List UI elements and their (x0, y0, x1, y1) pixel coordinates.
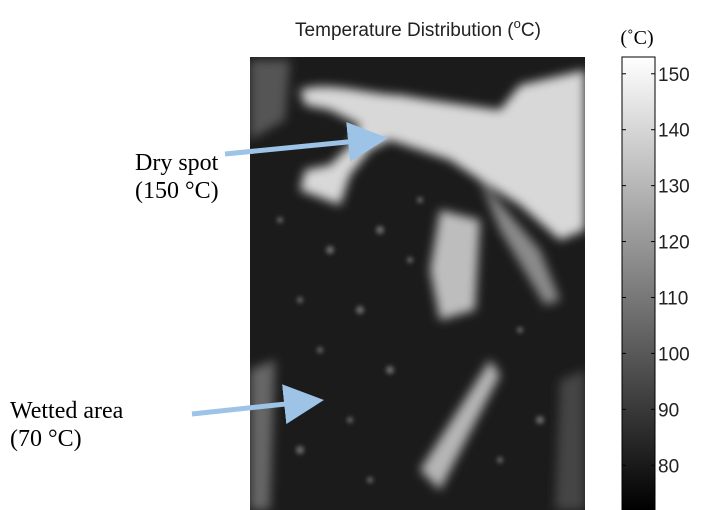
annotation-label: Wetted area (10, 398, 124, 424)
thermal-image (250, 57, 585, 510)
colorbar-unit: (˚C) (620, 27, 653, 49)
tick-label: 100 (658, 344, 690, 365)
tick-label: 150 (658, 65, 690, 86)
figure: Temperature Distribution (oC) (˚C) Dry s… (0, 0, 721, 510)
title-text: Temperature Distribution ( (295, 20, 514, 41)
title-text: C) (521, 20, 541, 41)
tick-label: 90 (658, 400, 679, 421)
colorbar (622, 57, 655, 510)
tick-label: 80 (658, 456, 679, 477)
tick-label: 130 (658, 177, 690, 198)
tick-label: 140 (658, 121, 690, 142)
title-superscript: o (514, 16, 521, 31)
tick-label: 120 (658, 233, 690, 254)
annotation-label: Dry spot (135, 150, 219, 176)
annotation-value: (70 °C) (10, 426, 82, 452)
annotation-value: (150 °C) (135, 178, 219, 204)
title: Temperature Distribution (oC) (295, 16, 541, 41)
tick-label: 110 (658, 288, 688, 309)
